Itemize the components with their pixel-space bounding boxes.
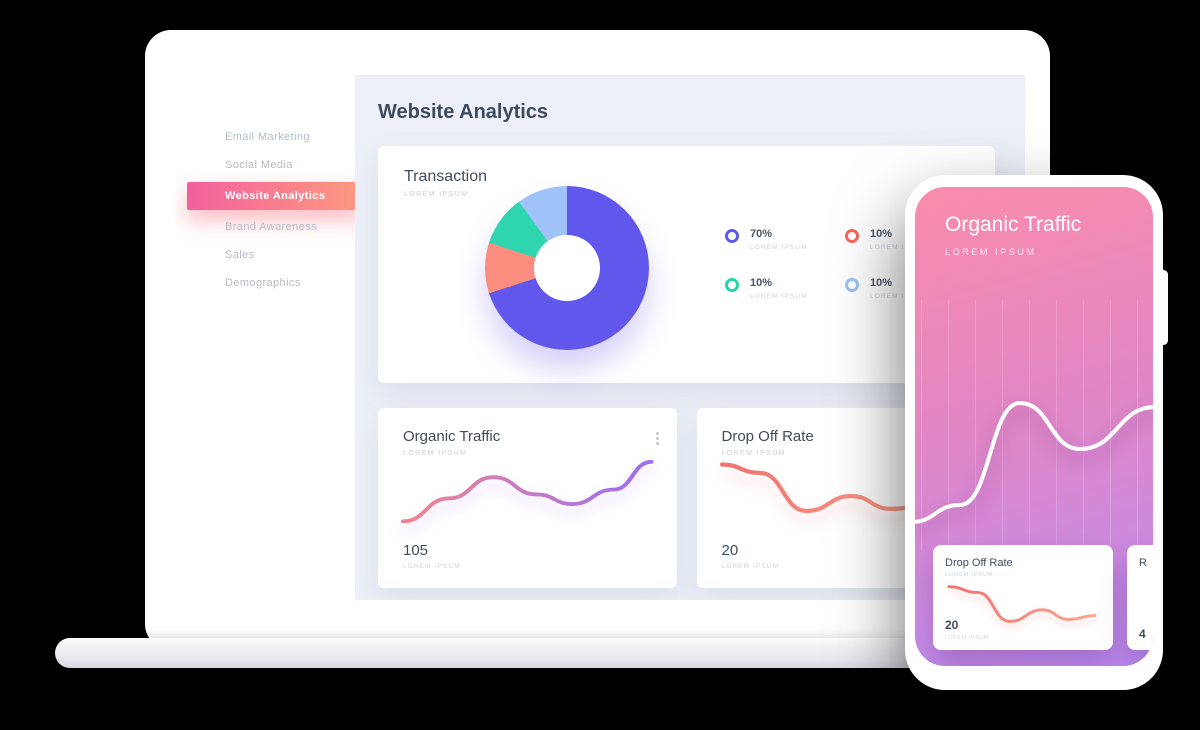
phone-power-button (1159, 270, 1168, 345)
legend-label: LOREM IPSUM (750, 244, 808, 251)
phone-card-value-block: 20 LOREM IPSUM (945, 618, 989, 641)
donut-hole (534, 235, 600, 301)
phone-card-value-label: LOREM IPSUM (945, 635, 989, 641)
more-options-icon[interactable] (654, 430, 661, 447)
organic-traffic-title: Organic Traffic (403, 428, 501, 445)
organic-traffic-card: Organic Traffic LOREM IPSUM (378, 408, 677, 588)
sidebar: Email Marketing Social Media Website Ana… (175, 75, 362, 600)
page-title: Website Analytics (378, 101, 549, 123)
phone-card-subtitle: LOREM IPSUM (945, 572, 994, 578)
phone-partial-card: R 4 (1127, 545, 1153, 650)
drop-off-rate-title: Drop Off Rate (721, 428, 814, 445)
organic-traffic-value-block: 105 LOREM IPSUM (403, 542, 461, 570)
organic-traffic-subtitle: LOREM IPSUM (403, 450, 468, 457)
drop-off-rate-value-block: 20 LOREM IPSUM (722, 542, 780, 570)
phone-card-value: 20 (945, 618, 959, 632)
legend-ring-icon (845, 229, 859, 243)
legend-percent: 10% (750, 277, 773, 289)
phone-cards-row: Drop Off Rate LOREM IPSUM 20 LOREM IPSUM (933, 545, 1153, 650)
legend-label: LOREM IPSUM (870, 244, 928, 251)
phone-partial-card-value-block: 4 (1139, 627, 1146, 641)
phone-page-title: Organic Traffic (945, 213, 1082, 236)
sidebar-item-social-media[interactable]: Social Media (225, 159, 293, 171)
phone-drop-off-rate-card: Drop Off Rate LOREM IPSUM 20 LOREM IPSUM (933, 545, 1113, 650)
organic-traffic-value-label: LOREM IPSUM (403, 563, 461, 570)
legend-item: 10% LOREM IPSUM (725, 277, 845, 300)
phone-drop-off-rate-chart (947, 585, 1097, 623)
drop-off-rate-value-label: LOREM IPSUM (721, 563, 780, 570)
laptop-screen: Email Marketing Social Media Website Ana… (175, 75, 1025, 600)
legend-percent: 10% (870, 277, 893, 289)
sidebar-item-website-analytics[interactable]: Website Analytics (187, 182, 362, 210)
organic-traffic-value: 105 (403, 542, 429, 559)
phone-organic-traffic-chart (915, 400, 1153, 524)
legend-item: 10% LOREM IPSUM (845, 277, 965, 300)
organic-traffic-chart (400, 459, 654, 524)
legend-percent: 70% (750, 228, 773, 240)
transaction-title: Transaction (404, 168, 487, 185)
transaction-legend: 70% LOREM IPSUM 10% LOREM IPSUM (725, 228, 965, 300)
sidebar-item-demographics[interactable]: Demographics (225, 277, 301, 289)
drop-off-rate-value: 20 (721, 542, 739, 559)
transaction-subtitle: LOREM IPSUM (404, 191, 469, 198)
sidebar-item-sales[interactable]: Sales (225, 249, 255, 261)
phone-partial-card-title: R (1139, 557, 1147, 569)
legend-item: 10% LOREM IPSUM (845, 228, 965, 251)
sidebar-item-email-marketing[interactable]: Email Marketing (225, 131, 310, 143)
phone-card-title: Drop Off Rate (945, 557, 1013, 569)
legend-item: 70% LOREM IPSUM (725, 228, 845, 251)
phone-page-subtitle: LOREM IPSUM (945, 247, 1037, 257)
transaction-card: Transaction LOREM IPSUM 70% LOREM IPSUM (378, 146, 995, 383)
legend-ring-icon (845, 278, 859, 292)
transaction-card-header: Transaction LOREM IPSUM (404, 168, 969, 198)
phone-screen: Organic Traffic LOREM IPSUM Drop Off Rat… (915, 187, 1153, 666)
transaction-donut-chart (485, 186, 649, 350)
phone-mockup: Organic Traffic LOREM IPSUM Drop Off Rat… (905, 175, 1168, 690)
drop-off-rate-subtitle: LOREM IPSUM (721, 450, 786, 457)
legend-ring-icon (725, 278, 739, 292)
phone-partial-card-value: 4 (1139, 627, 1146, 641)
legend-ring-icon (725, 229, 739, 243)
phone-chart-gridlines (921, 300, 1153, 550)
legend-label: LOREM IPSUM (750, 293, 808, 300)
legend-label: LOREM IPSUM (870, 293, 928, 300)
cards-row: Organic Traffic LOREM IPSUM (378, 408, 995, 588)
sidebar-item-brand-awareness[interactable]: Brand Awareness (225, 221, 318, 233)
legend-percent: 10% (870, 228, 893, 240)
